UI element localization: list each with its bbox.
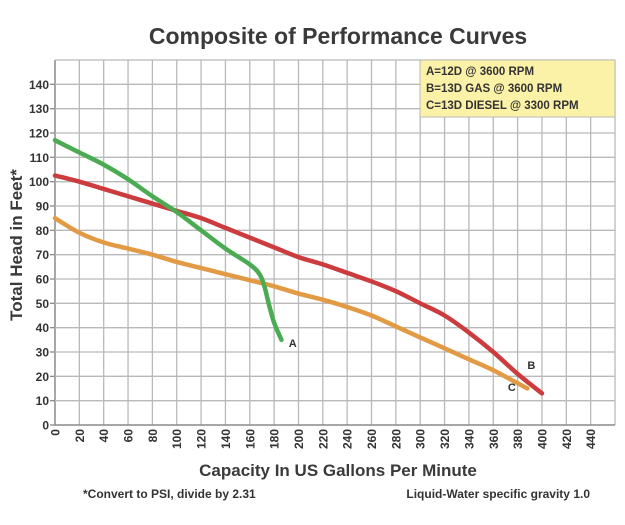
y-tick-label: 60	[36, 273, 50, 287]
chart-title: Composite of Performance Curves	[149, 23, 527, 49]
x-tick-label: 220	[316, 429, 330, 449]
x-tick-label: 180	[268, 429, 282, 449]
y-tick-label: 90	[36, 200, 50, 214]
curve-c	[52, 215, 530, 391]
y-tick-label: 0	[42, 419, 49, 433]
psi-footnote: *Convert to PSI, divide by 2.31	[83, 487, 256, 501]
curve-label-a: A	[289, 338, 297, 350]
x-tick-label: 320	[438, 429, 452, 449]
x-tick-label: 300	[414, 429, 428, 449]
curve-label-c: C	[508, 382, 516, 394]
x-tick-label: 40	[97, 429, 111, 443]
specific-gravity-note: Liquid-Water specific gravity 1.0	[406, 487, 590, 501]
y-tick-label: 110	[30, 151, 50, 165]
x-tick-label: 80	[146, 429, 160, 443]
legend-box	[419, 59, 616, 118]
x-tick-label: 260	[365, 429, 379, 449]
y-tick-label: 80	[36, 224, 50, 238]
y-tick-label: 100	[29, 175, 49, 189]
x-tick-label: 200	[292, 429, 306, 449]
y-tick-label: 130	[29, 102, 49, 116]
x-tick-label: 380	[511, 429, 525, 449]
x-tick-label: 400	[535, 429, 549, 449]
x-axis-label: Capacity In US Gallons Per Minute	[199, 461, 477, 480]
curve-b	[52, 173, 545, 396]
y-tick-label: 20	[36, 370, 50, 384]
legend-item-a: A=12D @ 3600 RPM	[426, 66, 534, 78]
x-tick-label: 60	[122, 429, 136, 443]
legend-item-b: B=13D GAS @ 3600 RPM	[426, 83, 562, 95]
x-tick-label: 0	[49, 429, 63, 436]
y-tick-label: 50	[36, 297, 50, 311]
x-tick-label: 240	[341, 429, 355, 449]
x-tick-label: 140	[219, 429, 233, 449]
x-tick-label: 160	[243, 429, 257, 449]
y-tick-label: 30	[36, 346, 50, 360]
y-tick-label: 120	[29, 127, 49, 141]
x-tick-label: 20	[73, 429, 87, 443]
x-tick-label: 420	[560, 429, 574, 449]
x-tick-label: 360	[487, 429, 501, 449]
x-tick-label: 340	[462, 429, 476, 449]
curves	[52, 138, 545, 396]
x-tick-label: 280	[389, 429, 403, 449]
x-tick-label: 120	[195, 429, 209, 449]
curve-labels: A BC	[289, 338, 536, 394]
x-axis-ticks: 0 20 40 60 80 100 120 140 160 180 200 220 240 260 280 3…	[49, 429, 599, 449]
curve-a	[52, 138, 284, 343]
y-tick-label: 10	[36, 394, 50, 408]
y-tick-label: 70	[36, 248, 50, 262]
curve-label-b: B	[527, 360, 535, 372]
x-tick-label: 100	[170, 429, 184, 449]
y-tick-label: 140	[29, 78, 49, 92]
y-tick-label: 40	[36, 321, 50, 335]
y-axis-label: Total Head in Feet*	[7, 169, 26, 321]
y-axis-ticks: 0 10 20 30 40 50 60 70 80 90 100 110 120 130 140	[29, 78, 55, 433]
legend-item-c: C=13D DIESEL @ 3300 RPM	[426, 100, 579, 112]
x-tick-label: 440	[584, 429, 598, 449]
legend: A=12D @ 3600 RPM B=13D GAS @ 3600 RPM C=…	[419, 59, 616, 118]
